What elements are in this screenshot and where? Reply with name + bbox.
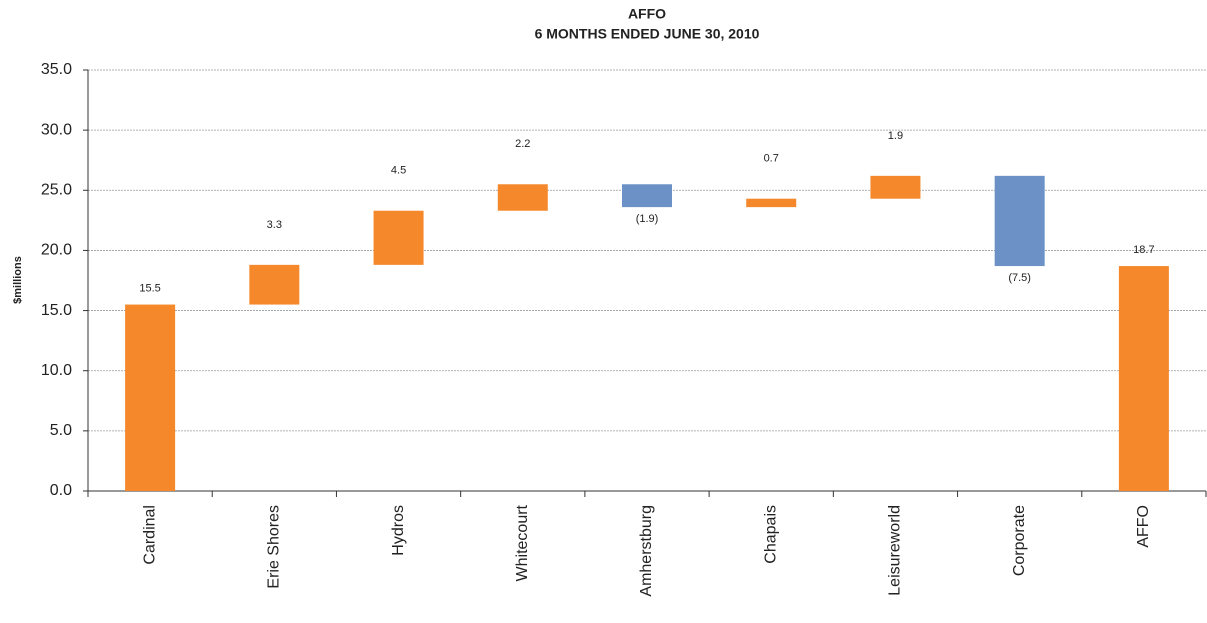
x-tick-label: Corporate xyxy=(1011,505,1028,576)
bar xyxy=(746,198,797,208)
bar xyxy=(125,304,176,491)
chart-subtitle: 6 MONTHS ENDED JUNE 30, 2010 xyxy=(535,26,760,42)
y-tick-label: 35.0 xyxy=(41,61,72,78)
bar xyxy=(994,175,1045,267)
y-tick-label: 25.0 xyxy=(41,182,72,199)
x-tick-label: AFFO xyxy=(1135,505,1152,548)
x-tick-label: Chapais xyxy=(762,505,779,564)
bar xyxy=(622,184,672,208)
bar xyxy=(870,175,921,199)
y-tick-label: 20.0 xyxy=(41,242,72,259)
value-label: (1.9) xyxy=(636,213,659,225)
value-label: (7.5) xyxy=(1008,272,1031,284)
chart-title: AFFO xyxy=(628,6,666,22)
value-label: 0.7 xyxy=(764,153,779,165)
x-tick-label: Cardinal xyxy=(141,505,158,565)
y-tick-label: 0.0 xyxy=(50,482,72,499)
y-axis-label: $millions xyxy=(12,256,24,304)
y-tick-label: 15.0 xyxy=(41,302,72,319)
value-label: 3.3 xyxy=(267,219,282,231)
x-tick-label: Hydros xyxy=(390,505,407,556)
y-tick-label: 10.0 xyxy=(41,362,72,379)
x-tick-label: Amherstburg xyxy=(638,505,655,597)
value-label: 15.5 xyxy=(139,282,160,294)
y-tick-label: 5.0 xyxy=(50,422,72,439)
x-tick-label: Leisureworld xyxy=(887,505,904,596)
value-label: 18.7 xyxy=(1133,244,1154,256)
bar xyxy=(373,210,424,265)
x-tick-label: Whitecourt xyxy=(514,504,531,581)
x-tick-label: Erie Shores xyxy=(266,505,283,589)
bar xyxy=(1118,266,1169,491)
value-label: 2.2 xyxy=(515,138,530,150)
value-label: 4.5 xyxy=(391,165,406,177)
bar xyxy=(249,264,300,305)
y-tick-label: 30.0 xyxy=(41,121,72,138)
value-label: 1.9 xyxy=(888,130,903,142)
bar xyxy=(497,184,548,211)
